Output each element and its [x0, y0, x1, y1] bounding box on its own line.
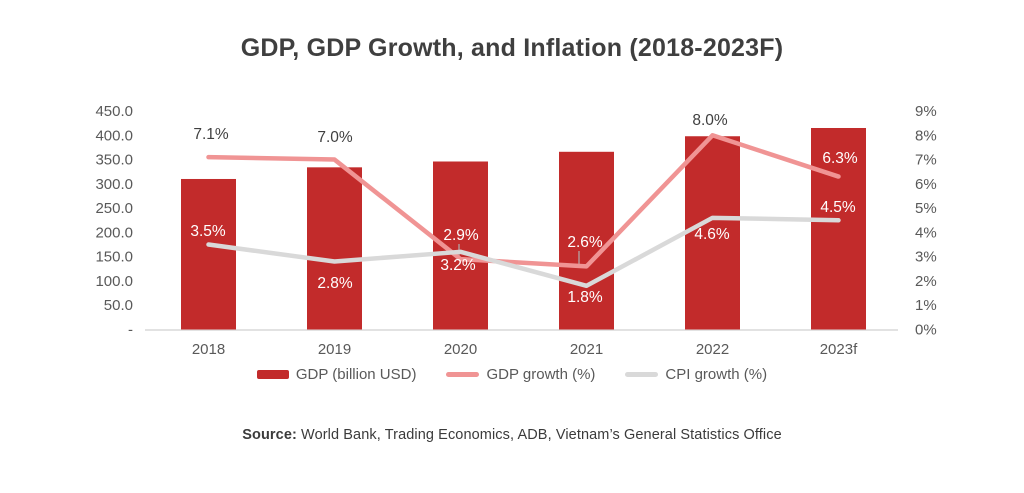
- left-axis-tick: 450.0: [95, 103, 133, 120]
- gdp-growth-line-swatch-icon: [446, 372, 480, 377]
- cpi-growth-label-2019: 2.8%: [317, 275, 353, 292]
- source-label: Source:: [242, 427, 297, 443]
- x-axis-label-2021: 2021: [570, 341, 603, 358]
- left-axis-tick: 250.0: [95, 200, 133, 217]
- gdp-growth-label-2020: 2.9%: [443, 227, 479, 244]
- right-axis-tick: 1%: [915, 297, 937, 314]
- gdp-growth-label-2022: 8.0%: [692, 112, 728, 129]
- x-axis-label-2022: 2022: [696, 341, 729, 358]
- chart-legend: GDP (billion USD) GDP growth (%) CPI gro…: [0, 366, 1024, 383]
- x-axis-label-2018: 2018: [192, 341, 225, 358]
- gdp-growth-label-2021: 2.6%: [567, 234, 603, 251]
- left-axis-tick: 50.0: [104, 297, 133, 314]
- legend-label-gdp-growth: GDP growth (%): [486, 366, 596, 383]
- left-axis-tick: 100.0: [95, 273, 133, 290]
- cpi-growth-label-2018: 3.5%: [190, 223, 226, 240]
- right-axis-tick: 0%: [915, 322, 937, 339]
- cpi-growth-label-2022: 4.6%: [694, 226, 730, 243]
- gdp-bar-swatch-icon: [256, 370, 289, 379]
- legend-label-cpi-growth: CPI growth (%): [665, 366, 768, 383]
- chart-title: GDP, GDP Growth, and Inflation (2018-202…: [240, 34, 784, 62]
- gdp-bar-2021: [559, 151, 614, 330]
- gdp-bar-2018: [181, 178, 236, 330]
- left-axis-tick: -: [128, 322, 133, 339]
- left-axis-tick: 200.0: [95, 224, 133, 241]
- source-text: World Bank, Trading Economics, ADB, Viet…: [296, 427, 782, 443]
- cpi-growth-line: [206, 215, 841, 289]
- gdp-growth-line: [206, 133, 841, 269]
- cpi-growth-label-2020: 3.2%: [440, 257, 476, 274]
- right-axis-tick: 5%: [915, 200, 937, 217]
- cpi-growth-label-2021: 1.8%: [567, 289, 603, 306]
- legend-item-cpi-growth: CPI growth (%): [625, 366, 767, 383]
- right-axis-tick: 9%: [915, 103, 937, 120]
- right-axis-tick: 3%: [915, 249, 937, 266]
- legend-item-gdp: GDP (billion USD): [256, 366, 417, 383]
- left-axis-tick: 400.0: [95, 127, 133, 144]
- gdp-bar-2023f: [811, 127, 866, 330]
- gdp-bar-2019: [307, 167, 362, 330]
- right-axis-tick: 2%: [915, 273, 937, 290]
- x-axis-label-2020: 2020: [444, 341, 477, 358]
- right-axis-tick: 6%: [915, 176, 937, 193]
- x-axis-label-2019: 2019: [318, 341, 351, 358]
- legend-label-gdp: GDP (billion USD): [295, 366, 417, 383]
- right-axis-tick: 4%: [915, 224, 937, 241]
- x-axis-label-2023f: 2023f: [820, 341, 858, 358]
- right-axis-tick: 8%: [915, 127, 937, 144]
- source-note: Source: World Bank, Trading Economics, A…: [0, 427, 1024, 443]
- legend-item-gdp-growth: GDP growth (%): [446, 366, 595, 383]
- left-axis-tick: 300.0: [95, 176, 133, 193]
- gdp-growth-label-2023f: 6.3%: [822, 150, 858, 167]
- gdp-growth-label-2018: 7.1%: [193, 126, 229, 143]
- right-axis-tick: 7%: [915, 152, 937, 169]
- cpi-growth-line-swatch-icon: [625, 372, 659, 377]
- left-axis-tick: 350.0: [95, 152, 133, 169]
- cpi-growth-label-2023f: 4.5%: [820, 199, 856, 216]
- gdp-growth-label-2019: 7.0%: [317, 129, 353, 146]
- left-axis-tick: 150.0: [95, 249, 133, 266]
- gdp-bar-2022: [685, 136, 740, 330]
